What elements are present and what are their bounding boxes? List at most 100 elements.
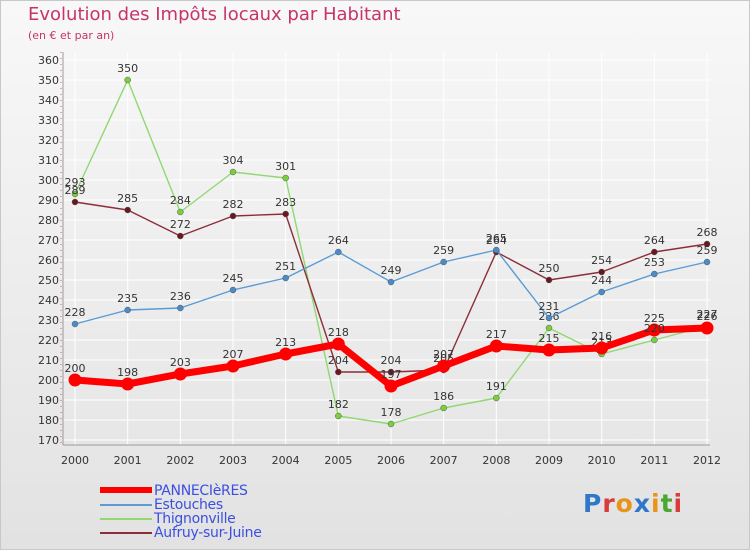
point-aufruy-sur-juine: [177, 232, 184, 240]
y-tick-label: 230: [38, 314, 59, 327]
data-label-panneci-res: 226: [697, 310, 718, 323]
point-panneci-res: [542, 343, 556, 357]
point-panneci-res: [384, 379, 398, 393]
point-thignonville: [229, 168, 237, 176]
y-tick-label: 360: [38, 54, 59, 67]
legend-label-thignonville: Thignonville: [154, 511, 236, 527]
x-tick-label: 2007: [430, 454, 458, 467]
legend-swatch-estouches: [100, 504, 152, 506]
point-estouches: [598, 288, 605, 296]
data-label-aufruy-sur-juine: 250: [539, 262, 560, 275]
y-tick-label: 290: [38, 194, 59, 207]
point-estouches: [229, 286, 237, 294]
data-label-panneci-res: 215: [539, 332, 560, 345]
logo-letter: P: [583, 489, 603, 518]
data-label-panneci-res: 218: [328, 326, 349, 339]
x-tick-label: 2005: [324, 454, 352, 467]
x-tick-label: 2010: [588, 454, 616, 467]
y-tick-label: 300: [38, 174, 59, 187]
point-thignonville: [124, 76, 131, 84]
x-tick-label: 2011: [640, 454, 668, 467]
data-label-thignonville: 304: [223, 154, 244, 167]
point-estouches: [493, 246, 500, 254]
point-aufruy-sur-juine: [598, 268, 605, 276]
data-label-aufruy-sur-juine: 264: [486, 234, 507, 247]
y-tick-label: 280: [38, 214, 59, 227]
data-label-thignonville: 178: [381, 406, 402, 419]
data-label-aufruy-sur-juine: 204: [381, 354, 402, 367]
y-tick-label: 170: [38, 434, 59, 447]
y-tick-label: 210: [38, 354, 59, 367]
point-estouches: [335, 248, 342, 256]
point-panneci-res: [437, 359, 451, 373]
point-thignonville: [71, 190, 79, 198]
data-label-estouches: 251: [275, 260, 296, 273]
data-label-estouches: 249: [381, 264, 402, 277]
data-label-aufruy-sur-juine: 289: [65, 184, 86, 197]
data-label-aufruy-sur-juine: 254: [591, 254, 612, 267]
y-tick-label: 180: [38, 414, 59, 427]
legend-swatch-pannecieres: [100, 487, 152, 493]
point-panneci-res: [489, 339, 503, 353]
logo-letter: i: [673, 489, 684, 518]
data-label-estouches: 231: [539, 300, 560, 313]
point-aufruy-sur-juine: [124, 206, 131, 214]
data-label-panneci-res: 198: [117, 366, 138, 379]
point-panneci-res: [700, 321, 714, 335]
y-tick-label: 190: [38, 394, 59, 407]
x-tick-label: 2012: [693, 454, 721, 467]
data-label-thignonville: 182: [328, 398, 349, 411]
point-aufruy-sur-juine: [703, 240, 711, 248]
point-thignonville: [335, 412, 342, 420]
y-tick-label: 200: [38, 374, 59, 387]
data-label-panneci-res: 213: [275, 336, 296, 349]
data-label-thignonville: 227: [697, 308, 718, 321]
data-label-estouches: 245: [223, 272, 244, 285]
point-estouches: [71, 320, 79, 328]
x-tick-label: 2006: [377, 454, 405, 467]
data-label-thignonville: 186: [433, 390, 454, 403]
legend-label-aufruy: Aufruy-sur-Juine: [154, 525, 262, 541]
point-aufruy-sur-juine: [651, 248, 658, 256]
y-tick-label: 260: [38, 254, 59, 267]
x-tick-label: 2002: [166, 454, 194, 467]
point-panneci-res: [68, 373, 82, 387]
data-label-aufruy-sur-juine: 272: [170, 218, 191, 231]
data-label-aufruy-sur-juine: 282: [223, 198, 244, 211]
data-label-aufruy-sur-juine: 264: [644, 234, 665, 247]
legend-label-pannecieres: PANNECIèRES: [154, 483, 248, 499]
y-tick-label: 220: [38, 334, 59, 347]
point-estouches: [440, 258, 447, 266]
y-tick-label: 240: [38, 294, 59, 307]
y-tick-label: 250: [38, 274, 59, 287]
data-label-estouches: 265: [486, 232, 507, 245]
point-panneci-res: [173, 367, 187, 381]
point-estouches: [387, 278, 395, 286]
data-label-panneci-res: 203: [170, 356, 191, 369]
point-thignonville: [545, 324, 553, 332]
point-aufruy-sur-juine: [229, 212, 237, 220]
x-tick-label: 2004: [272, 454, 300, 467]
point-thignonville: [282, 174, 289, 182]
data-label-panneci-res: 207: [433, 348, 454, 361]
y-tick-label: 270: [38, 234, 59, 247]
point-thignonville: [493, 394, 500, 402]
point-thignonville: [177, 208, 184, 216]
y-tick-label: 340: [38, 94, 59, 107]
point-panneci-res: [595, 341, 609, 355]
point-aufruy-sur-juine: [71, 198, 79, 206]
data-label-panneci-res: 197: [381, 368, 402, 381]
point-thignonville: [387, 420, 395, 428]
point-thignonville: [651, 336, 658, 344]
logo-letter: o: [615, 489, 634, 518]
data-label-estouches: 259: [433, 244, 454, 257]
legend-swatch-thignonville: [100, 518, 152, 520]
point-aufruy-sur-juine: [282, 210, 289, 218]
point-panneci-res: [331, 337, 345, 351]
data-label-panneci-res: 216: [591, 330, 612, 343]
data-label-panneci-res: 207: [223, 348, 244, 361]
data-label-aufruy-sur-juine: 283: [275, 196, 296, 209]
data-label-aufruy-sur-juine: 268: [697, 226, 718, 239]
logo-letter: r: [602, 489, 616, 518]
